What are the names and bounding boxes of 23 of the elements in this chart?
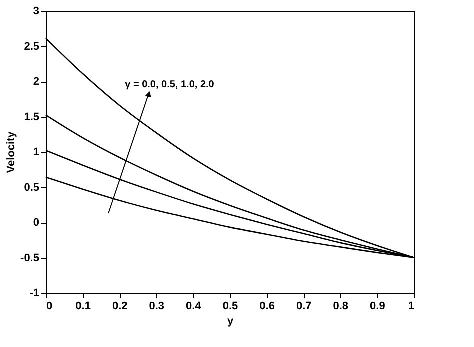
x-tick-label: 0.9 [370, 300, 386, 312]
x-tick-label: 0.8 [333, 300, 349, 312]
y-tick-label: 1.5 [24, 111, 40, 124]
y-axis-title: Velocity [6, 130, 18, 174]
x-tick-label: 0.2 [112, 300, 128, 312]
y-tick-label: -0.5 [20, 252, 40, 264]
y-tick-label: 3 [33, 6, 40, 18]
x-tick-label: 0.1 [76, 300, 91, 312]
y-tick-label: 0.5 [24, 182, 40, 194]
y-tick-label: 2 [33, 76, 40, 88]
y-tick-label: 0 [33, 217, 40, 229]
x-tick-label: 0.6 [260, 300, 275, 312]
y-tick-label: 2.5 [24, 40, 40, 53]
x-tick-label: 0.4 [186, 300, 202, 312]
x-tick-label: 0.7 [296, 300, 312, 312]
x-tick-label: 0 [46, 300, 53, 312]
x-axis-title: y [227, 316, 234, 328]
y-tick-label: 1 [33, 146, 40, 158]
x-tick-label: 1 [408, 300, 414, 312]
x-tick-label: 0.5 [222, 300, 238, 312]
x-tick-label: 0.3 [149, 300, 165, 312]
y-tick-label: -1 [30, 288, 40, 300]
annotation: γ = 0.0, 0.5, 1.0, 2.0 [125, 79, 215, 90]
